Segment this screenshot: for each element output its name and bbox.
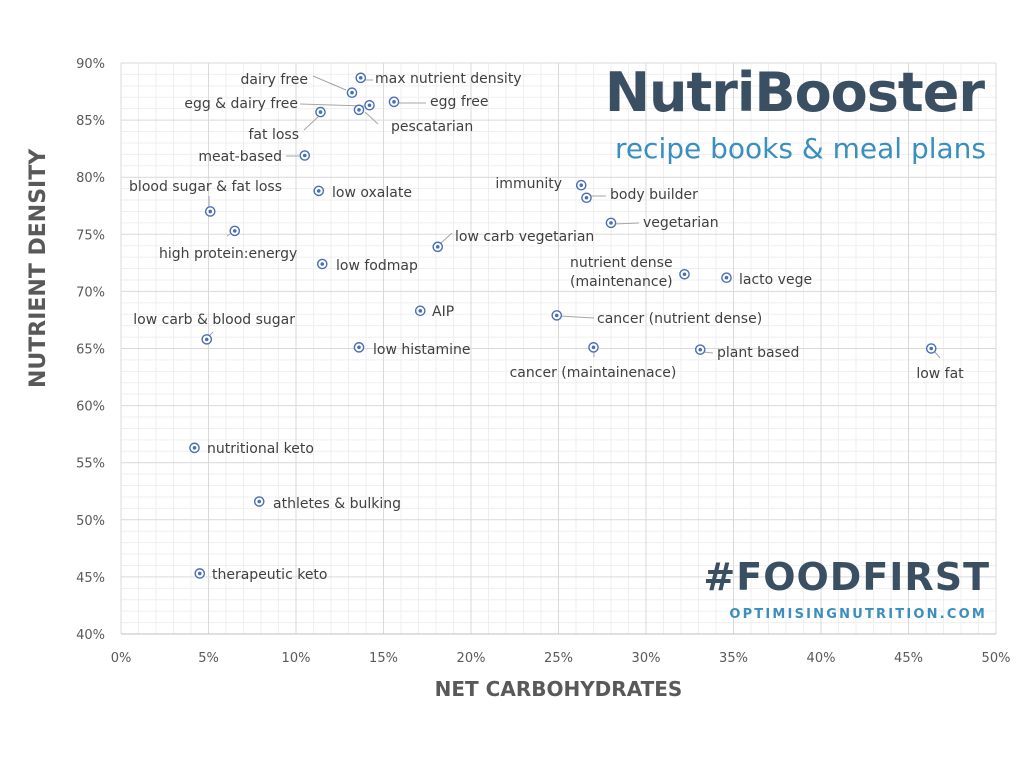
- data-label: low fat: [916, 366, 964, 382]
- data-label: pescatarian: [391, 119, 473, 135]
- data-label: low carb & blood sugar: [133, 312, 295, 328]
- data-label: body builder: [610, 187, 698, 203]
- y-tick-label: 50%: [76, 514, 105, 529]
- data-point-center: [724, 275, 729, 280]
- data-label: cancer (maintainenace): [510, 365, 677, 381]
- data-point-center: [591, 345, 596, 350]
- leader-line: [364, 111, 379, 125]
- y-axis-title: NUTRIENT DENSITY: [26, 148, 51, 388]
- x-tick-label: 15%: [369, 651, 398, 666]
- data-label: low carb vegetarian: [455, 229, 594, 245]
- data-point-center: [357, 108, 361, 112]
- website-label: OPTIMISINGNUTRITION.COM: [729, 607, 987, 622]
- data-point-center: [318, 110, 323, 114]
- leader-line: [612, 222, 640, 225]
- data-label: therapeutic keto: [212, 567, 328, 583]
- x-tick-label: 50%: [982, 651, 1011, 666]
- y-tick-label: 70%: [76, 285, 105, 300]
- data-point-center: [392, 100, 396, 104]
- data-label-line: nutrient dense: [570, 255, 673, 271]
- data-label: blood sugar & fat loss: [129, 179, 282, 195]
- data-point-center: [232, 229, 237, 233]
- data-label: dairy free: [241, 72, 308, 88]
- y-tick-label: 60%: [76, 400, 105, 415]
- y-tick-label: 90%: [76, 57, 105, 72]
- data-point-center: [698, 347, 703, 352]
- y-tick-label: 75%: [76, 228, 105, 243]
- x-tick-label: 10%: [282, 651, 311, 666]
- data-label: nutritional keto: [207, 441, 314, 457]
- hashtag-label: #FOODFIRST: [703, 555, 990, 599]
- x-tick-label: 30%: [632, 651, 661, 666]
- data-label: egg & dairy free: [184, 96, 298, 112]
- y-tick-label: 80%: [76, 171, 105, 186]
- data-point-center: [204, 337, 209, 342]
- data-label-line: (maintenance): [570, 274, 673, 290]
- y-tick-label: 45%: [76, 571, 105, 586]
- data-label: high protein:energy: [159, 246, 297, 262]
- data-point-center: [358, 76, 363, 80]
- data-point-center: [554, 313, 559, 318]
- data-label: lacto vege: [739, 272, 812, 288]
- data-point-center: [367, 103, 372, 108]
- data-label: plant based: [717, 345, 799, 361]
- leader-line: [303, 116, 319, 131]
- leader-line: [312, 75, 347, 91]
- data-point-center: [302, 153, 307, 158]
- data-label: max nutrient density: [375, 71, 522, 87]
- y-tick-label: 85%: [76, 114, 105, 129]
- x-tick-label: 20%: [457, 651, 486, 666]
- x-tick-label: 0%: [111, 651, 132, 666]
- x-tick-label: 35%: [719, 651, 748, 666]
- leader-line: [226, 233, 231, 237]
- data-label: egg free: [430, 94, 488, 110]
- data-point-center: [609, 221, 613, 225]
- x-tick-label: 25%: [544, 651, 573, 666]
- leader-line: [559, 315, 595, 319]
- y-tick-label: 65%: [76, 343, 105, 358]
- data-label: cancer (nutrient dense): [597, 311, 762, 327]
- data-point-center: [579, 183, 584, 187]
- x-tick-label: 5%: [198, 651, 219, 666]
- x-tick-label: 45%: [894, 651, 923, 666]
- data-label: athletes & bulking: [273, 496, 401, 512]
- data-point-center: [929, 346, 934, 351]
- data-point-center: [316, 189, 321, 193]
- data-label: low oxalate: [332, 185, 412, 201]
- data-label: nutrient dense (maintenance): [570, 255, 673, 290]
- data-label: immunity: [495, 176, 562, 192]
- data-point-center: [208, 209, 213, 214]
- y-tick-label: 40%: [76, 628, 105, 643]
- data-label: AIP: [432, 304, 454, 320]
- data-label: meat-based: [198, 149, 282, 165]
- y-tick-label: 55%: [76, 457, 105, 472]
- brand-subtitle: recipe books & meal plans: [614, 132, 986, 165]
- leader-line: [440, 232, 453, 244]
- data-label: low fodmap: [336, 258, 418, 274]
- data-point-center: [192, 446, 197, 450]
- data-point-center: [197, 571, 202, 576]
- data-point-center: [584, 195, 589, 200]
- data-label: vegetarian: [643, 215, 719, 231]
- data-point-center: [357, 345, 361, 350]
- data-point-center: [350, 90, 354, 95]
- x-tick-label: 40%: [807, 651, 836, 666]
- data-point-center: [435, 245, 440, 249]
- data-label: fat loss: [249, 127, 300, 143]
- x-axis-title: NET CARBOHYDRATES: [434, 677, 683, 701]
- data-point-center: [418, 309, 423, 313]
- data-point-center: [682, 272, 687, 277]
- brand-title: NutriBooster: [604, 61, 985, 124]
- leader-line: [299, 103, 365, 107]
- data-label: low histamine: [373, 342, 471, 358]
- data-point-center: [320, 262, 325, 266]
- data-point-center: [257, 499, 262, 504]
